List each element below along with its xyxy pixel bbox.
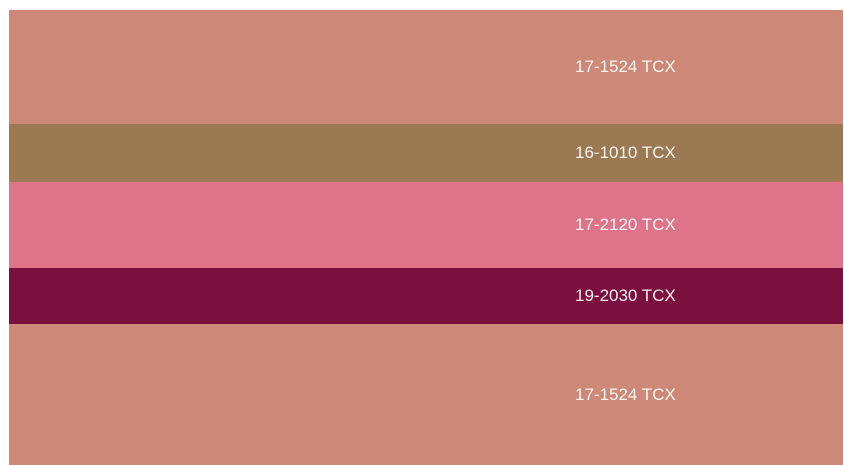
swatch-label: 17-2120 TCX — [575, 215, 676, 234]
color-swatch: 19-2030 TCX — [9, 268, 843, 324]
swatch-label: 16-1010 TCX — [575, 143, 676, 162]
color-swatch: 17-1524 TCX — [9, 10, 843, 124]
color-swatch: 17-1524 TCX — [9, 324, 843, 465]
swatch-stack: 17-1524 TCX 16-1010 TCX 17-2120 TCX 19-2030… — [9, 10, 843, 465]
swatch-label: 19-2030 TCX — [575, 286, 676, 305]
swatch-label: 17-1524 TCX — [575, 384, 676, 404]
color-swatch: 17-2120 TCX — [9, 182, 843, 268]
color-swatch: 16-1010 TCX — [9, 124, 843, 182]
swatch-label: 17-1524 TCX — [575, 57, 676, 76]
